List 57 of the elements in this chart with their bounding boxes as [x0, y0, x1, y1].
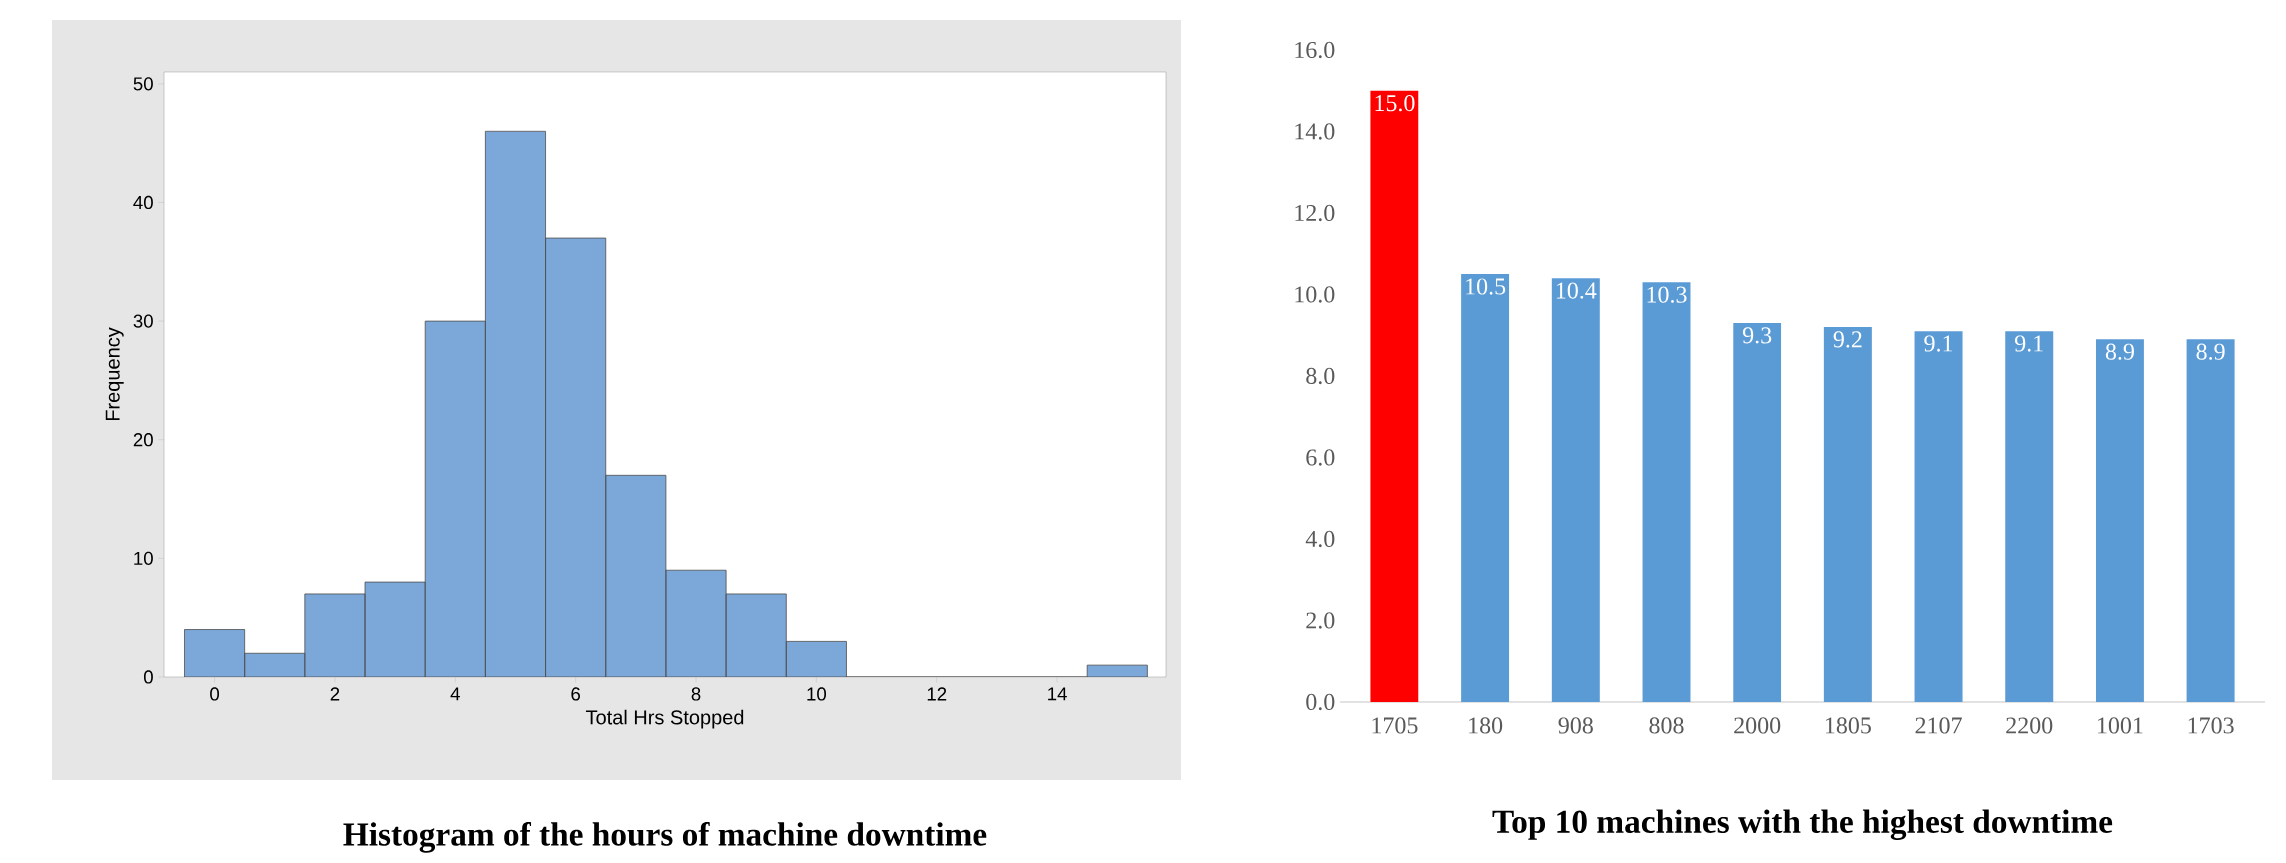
bar	[1370, 90, 1419, 702]
data-label: 9.2	[1833, 331, 1862, 348]
y-tick-label: 16.0	[1295, 41, 1335, 59]
data-label: 10.5	[1466, 278, 1506, 295]
x-tick-label: 1805	[1825, 717, 1871, 734]
x-axis-title: Total Hrs Stopped	[585, 709, 744, 729]
x-tick-label: 1703	[2188, 717, 2234, 734]
y-tick-label: 10.0	[1295, 286, 1335, 303]
y-tick-label: 20	[133, 433, 153, 447]
y-tick-label: 4.0	[1305, 530, 1335, 548]
x-tick-label: 6	[571, 687, 581, 701]
x-tick-label: 2200	[2006, 717, 2053, 734]
x-tick-label: 908	[1558, 717, 1593, 734]
x-tick-label: 0	[210, 687, 220, 701]
data-label: 9.3	[1742, 327, 1772, 344]
data-label: 10.3	[1647, 286, 1687, 303]
y-tick-label: 0	[143, 670, 153, 684]
y-tick-label: 6.0	[1306, 449, 1335, 466]
y-tick-label: 40	[133, 195, 153, 210]
data-label: 8.9	[2196, 343, 2225, 360]
bar	[1914, 331, 1963, 702]
data-label: 15.0	[1375, 95, 1415, 112]
x-tick-label: 1705	[1372, 717, 1418, 734]
x-tick-label: 808	[1649, 717, 1684, 734]
data-label: 10.4	[1556, 282, 1597, 299]
y-tick-label: 14.0	[1295, 123, 1335, 140]
x-tick-label: 10	[807, 687, 827, 701]
y-tick-label: 10	[134, 551, 153, 565]
text: Histogram of the hours of machine downtime	[343, 821, 987, 853]
bar	[1642, 282, 1691, 702]
y-tick-label: 12.0	[1295, 204, 1335, 222]
bar	[2186, 339, 2235, 702]
x-tick-label: 4	[450, 687, 460, 701]
y-tick-label: 2.0	[1306, 612, 1335, 629]
x-tick-label: 14	[1048, 687, 1067, 701]
data-label: 8.9	[2105, 343, 2134, 360]
x-tick-label: 2107	[1915, 717, 1962, 734]
bar	[1461, 274, 1510, 702]
y-tick-label: 0.0	[1306, 693, 1335, 711]
bar	[1823, 327, 1872, 702]
y-axis-title: Frequency	[105, 327, 124, 421]
bar	[2095, 339, 2144, 702]
data-label: 9.1	[2015, 335, 2043, 352]
y-tick-label: 30	[133, 314, 153, 328]
bar	[1733, 323, 1782, 702]
x-tick-label: 2000	[1734, 717, 1781, 734]
bar	[1551, 278, 1600, 702]
x-tick-label: 8	[691, 687, 701, 701]
y-tick-label: 8.0	[1306, 367, 1335, 385]
x-tick-label: 180	[1469, 717, 1503, 734]
data-label: 9.1	[1924, 335, 1953, 352]
x-tick-label: 2	[330, 687, 340, 701]
x-tick-label: 12	[927, 687, 947, 701]
text: Top 10 machines with the highest downtime	[1492, 809, 2113, 841]
x-tick-label: 1001	[2098, 717, 2143, 734]
bar	[2005, 331, 2054, 702]
y-tick-label: 50	[133, 77, 153, 91]
